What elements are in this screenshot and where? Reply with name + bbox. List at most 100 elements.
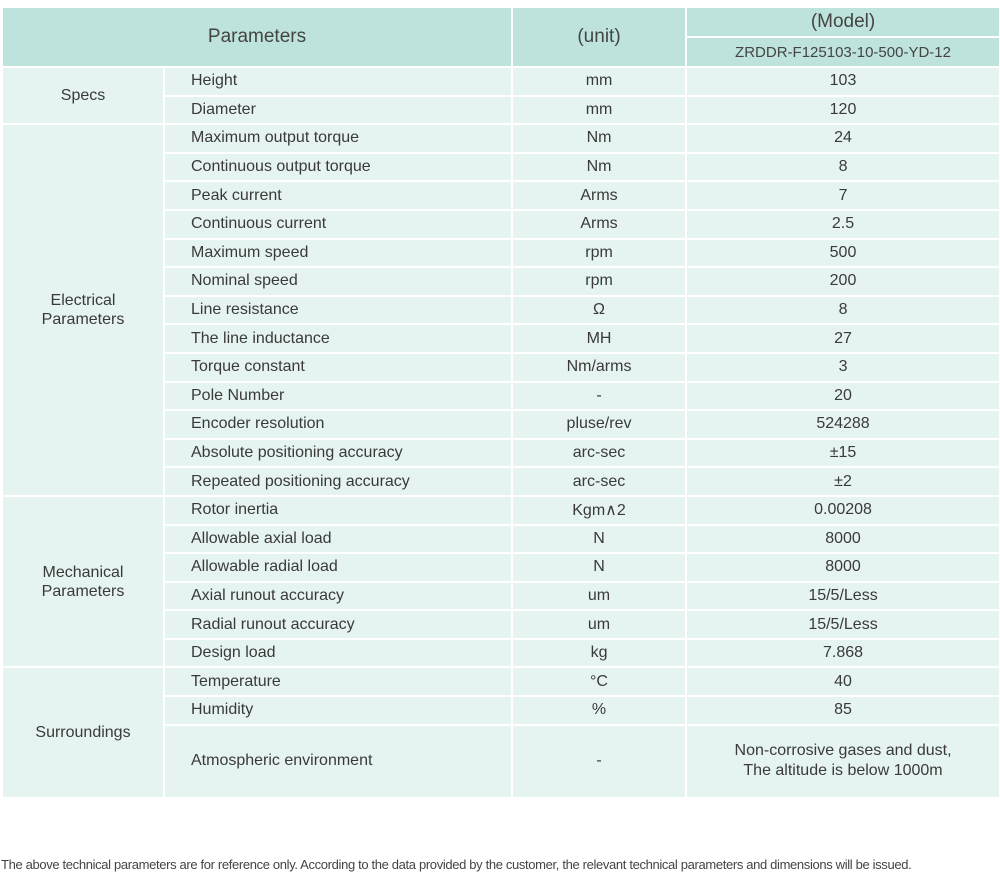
table-row: Repeated positioning accuracy arc-sec ±2 [2,466,1000,497]
param-name: Axial runout accuracy [162,580,514,612]
table-row: Surroundings Temperature °C 40 [1,666,1000,799]
header-model: (Model) [685,6,1000,38]
param-value: ±15 [685,437,1000,469]
footnote: The above technical parameters are for r… [1,857,912,872]
param-name: Radial runout accuracy [162,609,514,640]
param-value: 24 [685,123,1000,154]
param-unit: MH [511,323,688,354]
header-parameters: Parameters [0,6,514,68]
table-row: Line resistance Ω 8 [2,294,1000,326]
param-value: ±2 [685,466,1000,497]
param-name: Nominal speed [162,266,514,297]
table-row: Nominal speed rpm 200 [2,266,1000,297]
param-value: 85 [685,695,1000,726]
table-row: Peak current Arms 7 [2,180,1000,211]
table-row: Encoder resolution pluse/rev 524288 [2,409,1000,440]
param-name: Design load [162,637,514,669]
table-row: Maximum speed rpm 500 [2,237,1000,269]
param-unit: Arms [511,208,688,240]
param-unit: arc-sec [511,466,688,497]
param-value: 524288 [685,409,1000,440]
param-value: 8 [685,294,1000,326]
table-row: Allowable axial load N 8000 [2,523,1000,555]
spec-table: Parameters (unit) (Model) ZRDDR-F125103-… [0,6,1000,799]
param-unit: % [511,695,688,726]
param-value: 3 [685,351,1000,383]
param-value: 40 [685,666,1000,698]
param-name: Encoder resolution [162,409,514,440]
param-value: 27 [685,323,1000,354]
param-value: 7.868 [685,637,1000,669]
param-value: 8000 [685,523,1000,555]
table-row: Mechanical Parameters Rotor inertia Kgm∧2 0… [1,494,1000,669]
param-unit: Arms [511,180,688,211]
param-unit: rpm [511,266,688,297]
param-name: Allowable axial load [162,523,514,555]
param-name: The line inductance [162,323,514,354]
param-value: 7 [685,180,1000,211]
table-row: Radial runout accuracy um 15/5/Less [2,609,1000,640]
table-row: Specs Height mm 103 [1,65,1000,126]
table-row: Electrical Parameters Maximum output torq… [1,123,1000,497]
param-name: Diameter [162,94,514,126]
param-value: 15/5/Less [685,609,1000,640]
param-value: 200 [685,266,1000,297]
param-unit: um [511,580,688,612]
param-name: Temperature [162,666,514,698]
table-row: Allowable radial load N 8000 [2,552,1000,583]
param-unit: Nm [511,123,688,154]
table-row: Torque constant Nm/arms 3 [2,351,1000,383]
param-value: 20 [685,380,1000,412]
param-unit: rpm [511,237,688,269]
table-row: Diameter mm 120 [2,94,1000,126]
param-name: Maximum speed [162,237,514,269]
table-row: Humidity% 85 [2,695,1000,726]
param-name: Height [162,66,514,97]
group-label: Specs [1,65,165,126]
param-unit: - [511,723,688,799]
param-name: Humidity [162,695,514,726]
param-unit: kg [511,637,688,669]
param-value: 15/5/Less [685,580,1000,612]
param-unit: arc-sec [511,437,688,469]
param-unit: N [511,523,688,555]
header-unit: (unit) [511,6,688,68]
param-unit: mm [511,94,688,126]
param-name: Repeated positioning accuracy [162,466,514,497]
param-name: Allowable radial load [162,552,514,583]
param-value: 8 [685,151,1000,183]
param-value: 0.00208 [685,494,1000,526]
param-name: Atmospheric environment [162,723,514,799]
param-unit: mm [511,66,688,97]
param-value: Non-corrosive gases and dust, The altitu… [685,723,1000,799]
param-unit: um [511,609,688,640]
group-label: Electrical Parameters [1,123,165,497]
table-row: The line inductance MH 27 [2,323,1000,354]
param-name: Absolute positioning accuracy [162,437,514,469]
table-row: Atmospheric environment - Non-corrosive ga… [2,723,1000,799]
param-name: Pole Number [162,380,514,412]
param-value: 500 [685,237,1000,269]
param-unit: °C [511,666,688,698]
table-row: Axial runout accuracy um 15/5/Less [2,580,1000,612]
table-row: Design load kg 7.868 [2,637,1000,669]
param-name: Maximum output torque [162,123,514,154]
param-unit: - [511,380,688,412]
param-name: Rotor inertia [162,494,514,526]
param-value: 2.5 [685,208,1000,240]
table-row: Absolute positioning accuracy arc-sec ±15 [2,437,1000,469]
header-model-number: ZRDDR-F125103-10-500-YD-12 [685,36,1000,68]
table-row: Continuous output torque Nm 8 [2,151,1000,183]
param-value: 8000 [685,552,1000,583]
param-unit: pluse/rev [511,409,688,440]
param-name: Continuous current [162,208,514,240]
param-unit: Kgm∧2 [511,494,688,526]
param-name: Torque constant [162,351,514,383]
group-label: Mechanical Parameters [1,494,165,669]
param-name: Line resistance [162,294,514,326]
param-unit: N [511,552,688,583]
param-unit: Nm/arms [511,351,688,383]
param-unit: Ω [511,294,688,326]
param-unit: Nm [511,151,688,183]
param-name: Continuous output torque [162,151,514,183]
